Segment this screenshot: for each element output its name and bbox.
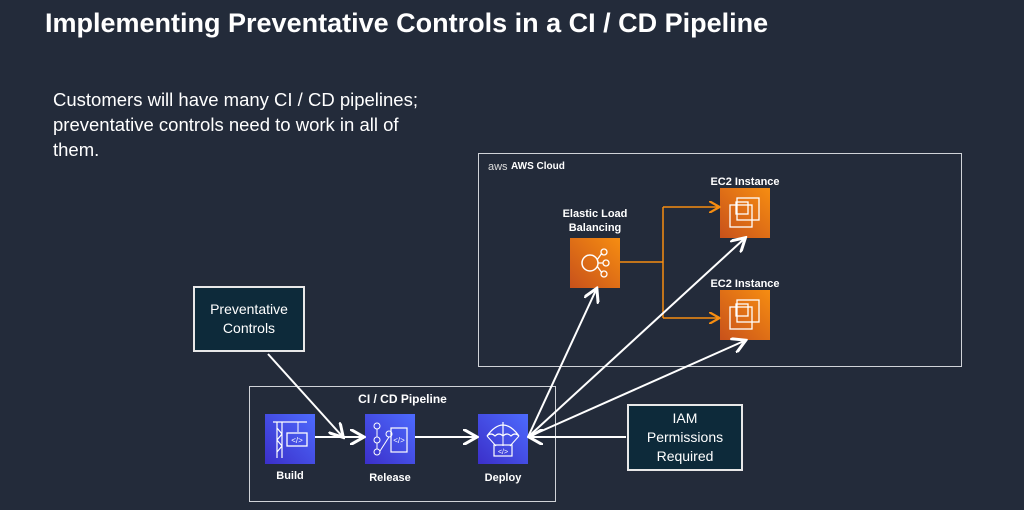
svg-text:</>: </>: [291, 436, 303, 445]
body-text: Customers will have many CI / CD pipelin…: [53, 89, 418, 160]
elb-to-ec2-lines: [620, 207, 718, 318]
stage-label-deploy: Deploy: [484, 472, 522, 484]
git-branch-code-icon: </>: [365, 414, 415, 464]
slide-title: Implementing Preventative Controls in a …: [45, 8, 769, 38]
controls-arrow: [267, 353, 342, 436]
preventative-controls-callout: Preventative Controls: [193, 286, 305, 352]
stage-label-build: Build: [276, 470, 304, 482]
deploy-to-elb-arrow: [527, 290, 596, 438]
pipeline-title: CI / CD Pipeline: [358, 392, 447, 406]
crane-code-icon: </>: [265, 414, 315, 464]
parachute-code-icon: </>: [478, 414, 528, 464]
load-balancer-icon: [570, 238, 620, 288]
ec2-chip-icon: [720, 188, 770, 238]
svg-text:</>: </>: [498, 449, 508, 456]
ec2-label-2: EC2 Instance: [710, 278, 780, 290]
svg-text:</>: </>: [393, 436, 405, 445]
stage-label-release: Release: [369, 472, 411, 484]
deploy-to-ec2-2-arrow: [527, 341, 744, 438]
aws-cloud-label: AWS Cloud: [511, 161, 565, 172]
elb-label: Elastic Load Balancing: [562, 208, 628, 234]
iam-permissions-callout: IAM Permissions Required: [627, 404, 743, 471]
aws-logo: aws: [488, 161, 508, 173]
ec2-chip-icon: [720, 290, 770, 340]
aws-cloud-group: aws AWS Cloud: [478, 153, 962, 367]
ec2-label-1: EC2 Instance: [710, 176, 780, 188]
pipeline-group: CI / CD Pipeline: [249, 386, 556, 502]
deploy-to-ec2-1-arrow: [527, 239, 744, 438]
